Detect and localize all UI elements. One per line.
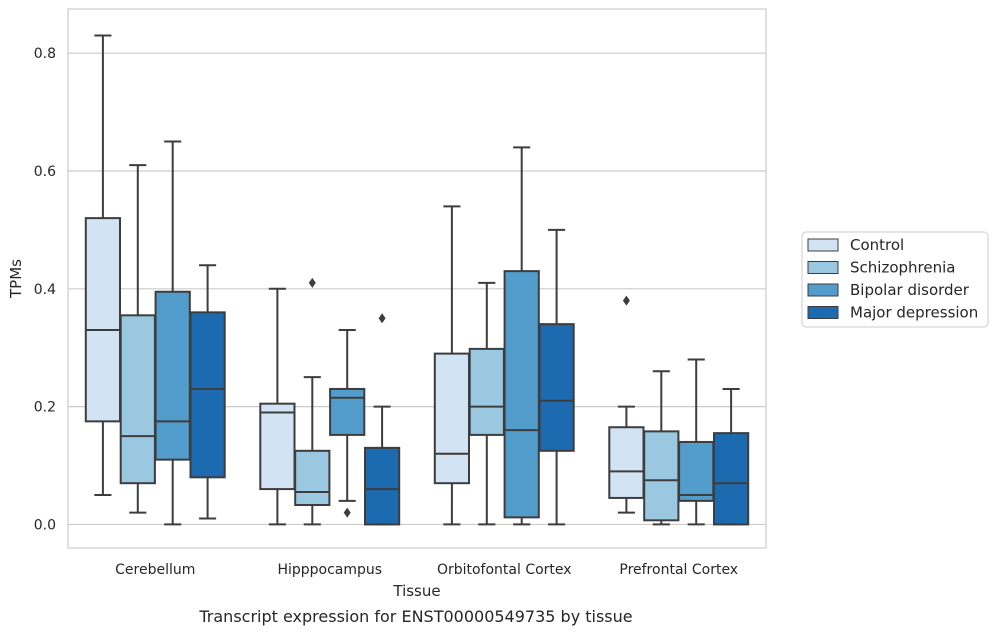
iqr-box [329,387,366,436]
y-tick-label: 0.2 [34,400,56,416]
box-major-depression [189,264,226,520]
outlier-point [622,295,630,306]
legend-swatch [807,261,839,274]
box-control [259,287,296,526]
box-control [84,34,122,496]
chart-caption: Transcript expression for ENST0000054973… [198,607,632,626]
legend-label: Control [850,236,904,254]
legend-frame [801,231,989,328]
box-major-depression [538,228,575,526]
iqr-box [259,402,296,491]
box-control [608,295,645,514]
plot-frame [67,8,767,549]
boxes [84,34,750,526]
outlier-point [343,507,351,518]
legend-swatch [807,283,839,297]
iqr-box [678,440,715,502]
legend-label: Bipolar disorder [850,281,970,299]
box-bipolar-disorder [154,140,191,526]
iqr-box [154,290,191,461]
iqr-box [608,426,645,499]
iqr-box [468,347,505,436]
y-axis-label: TPMs [7,259,25,299]
box-bipolar-disorder [678,358,715,526]
outlier-point [308,277,316,288]
box-schizophrenia [468,281,505,526]
x-tick-labels: Cerebellum Hipppocampus Orbitofontal Corte… [115,562,738,578]
legend-swatch [807,306,839,319]
iqr-box [294,449,331,506]
box-schizophrenia [643,370,680,526]
iqr-box [119,314,156,485]
box-schizophrenia [119,164,156,514]
iqr-box [538,323,575,452]
y-tick-label: 0.0 [34,517,56,533]
box-control [433,205,471,526]
y-tick-label: 0.4 [34,282,56,298]
iqr-box [643,430,680,522]
y-tick-labels: 0.0 0.2 0.4 0.6 0.8 [34,46,56,533]
iqr-box [84,217,122,423]
legend-label: Schizophrenia [850,259,955,277]
iqr-box [712,432,750,526]
y-tick-label: 0.8 [34,46,56,62]
legend: Control Schizophrenia Bipolar disorder Majo… [801,231,989,328]
iqr-box [189,311,226,479]
x-tick-label: Orbitofontal Cortex [437,562,572,578]
box-major-depression [363,313,401,526]
box-bipolar-disorder [503,146,540,526]
y-tick-label: 0.6 [34,164,56,180]
x-axis-label: Tissue [392,582,440,600]
box-bipolar-disorder [329,329,366,518]
iqr-box [503,270,540,519]
iqr-box [433,352,471,485]
x-tick-label: Hipppocampus [277,562,382,578]
box-schizophrenia [294,277,331,526]
outlier-point [378,313,386,324]
legend-label: Major depression [850,304,978,322]
box-major-depression [712,387,750,526]
iqr-box [363,446,401,526]
x-tick-label: Cerebellum [115,562,195,578]
x-tick-label: Prefrontal Cortex [619,562,738,578]
legend-swatch [807,238,839,252]
